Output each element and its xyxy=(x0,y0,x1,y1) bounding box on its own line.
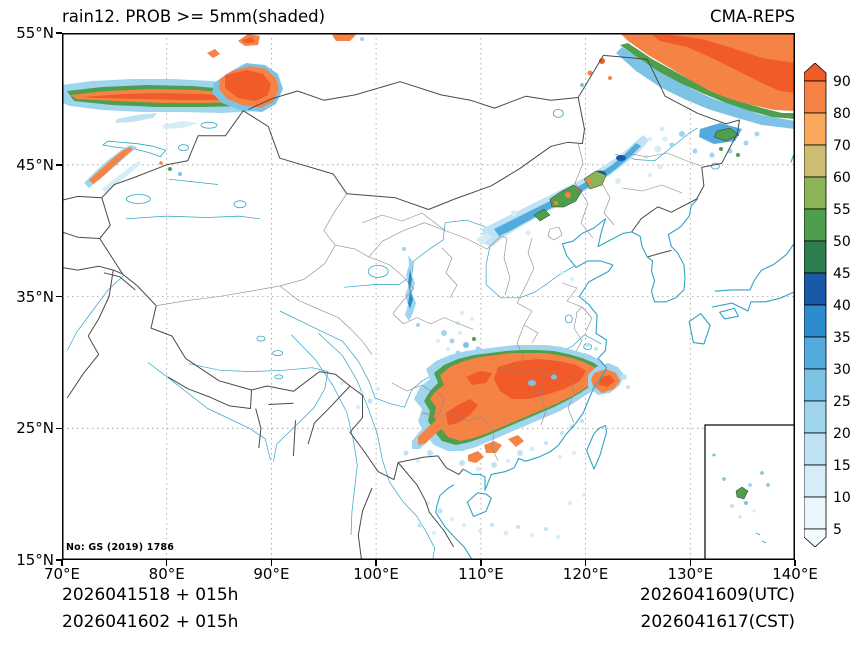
colorbar-tick-label: 20 xyxy=(833,426,851,442)
y-axis-label: 15°N xyxy=(16,551,54,569)
colorbar-cell xyxy=(804,272,827,306)
colorbar-top-arrow xyxy=(804,63,827,82)
x-axis-tick xyxy=(584,560,587,566)
map-canvas xyxy=(62,33,795,560)
colorbar-tick-label: 25 xyxy=(833,394,851,410)
colorbar-cell xyxy=(804,240,827,274)
colorbar-tick-label: 50 xyxy=(833,234,851,250)
colorbar-bottom-arrow xyxy=(804,528,827,547)
colorbar-tick-label: 5 xyxy=(833,522,842,538)
y-axis-label: 45°N xyxy=(16,155,54,174)
model-label: CMA-REPS xyxy=(710,7,795,26)
x-axis-label: 90°E xyxy=(253,565,290,583)
map-frame xyxy=(62,33,795,560)
colorbar-cell xyxy=(804,176,827,210)
valid-time-cst: 2026041617(CST) xyxy=(640,612,795,632)
south-china-sea-inset-group xyxy=(704,424,795,560)
x-axis-label: 120°E xyxy=(562,565,609,583)
colorbar-tick-label: 70 xyxy=(833,138,851,154)
colorbar-tick-label: 60 xyxy=(833,170,851,186)
province-borders-group xyxy=(156,142,703,462)
map-plot-area: No: GS (2019) 1786 xyxy=(62,33,795,560)
colorbar-tick-label: 55 xyxy=(833,202,851,218)
colorbar-cell xyxy=(804,304,827,338)
x-axis-label: 130°E xyxy=(667,565,714,583)
x-axis-tick xyxy=(165,560,168,566)
gridlines-group xyxy=(62,33,795,560)
colorbar-tick-label: 45 xyxy=(833,266,851,282)
colorbar-cell xyxy=(804,464,827,498)
x-axis-label: 100°E xyxy=(353,565,399,583)
license-note: No: GS (2019) 1786 xyxy=(66,542,175,553)
colorbar-tick-label: 30 xyxy=(833,362,851,378)
x-axis-label: 140°E xyxy=(772,565,818,583)
x-axis-label: 70°E xyxy=(43,565,81,583)
colorbar-cell xyxy=(804,368,827,402)
colorbar-tick-label: 80 xyxy=(833,106,851,122)
precipitation-shading-group xyxy=(62,33,795,539)
x-axis-label: 80°E xyxy=(148,565,185,583)
x-axis-label: 110°E xyxy=(458,565,504,583)
x-axis-tick xyxy=(689,560,692,566)
y-axis-label: 25°N xyxy=(16,419,54,438)
colorbar-cell xyxy=(804,336,827,370)
colorbar-tick-label: 40 xyxy=(833,298,851,314)
colorbar-cell xyxy=(804,144,827,178)
y-axis-label: 35°N xyxy=(16,287,54,306)
colorbar-cell xyxy=(804,432,827,466)
colorbar-cell xyxy=(804,80,827,114)
y-axis-label: 55°N xyxy=(16,24,54,42)
colorbar-cell xyxy=(804,112,827,146)
x-axis-tick xyxy=(480,560,482,566)
plot-title: rain12. PROB >= 5mm(shaded) xyxy=(62,7,326,26)
colorbar-tick-label: 35 xyxy=(833,330,851,346)
x-axis-tick xyxy=(61,560,63,566)
colorbar: 90 80 70 60 55 50 45 40 35 30 25 20 15 10 5 xyxy=(804,63,851,547)
x-axis-tick xyxy=(794,560,796,566)
colorbar-tick-label: 90 xyxy=(833,74,851,90)
colorbar-cell xyxy=(804,496,827,530)
valid-time-utc: 2026041609(UTC) xyxy=(639,585,795,605)
colorbar-tick-label: 15 xyxy=(833,458,851,474)
colorbar-tick-label: 10 xyxy=(833,490,851,506)
rivers-group xyxy=(66,127,698,560)
x-axis-tick xyxy=(270,560,273,566)
colorbar-cell xyxy=(804,400,827,434)
init-time-utc: 2026041518 + 015h xyxy=(62,585,239,605)
national-borders-group xyxy=(62,54,740,560)
x-axis-tick xyxy=(375,560,377,566)
init-time-cst: 2026041602 + 015h xyxy=(62,612,239,632)
coastlines-group xyxy=(435,151,795,560)
colorbar-cell xyxy=(804,208,827,242)
